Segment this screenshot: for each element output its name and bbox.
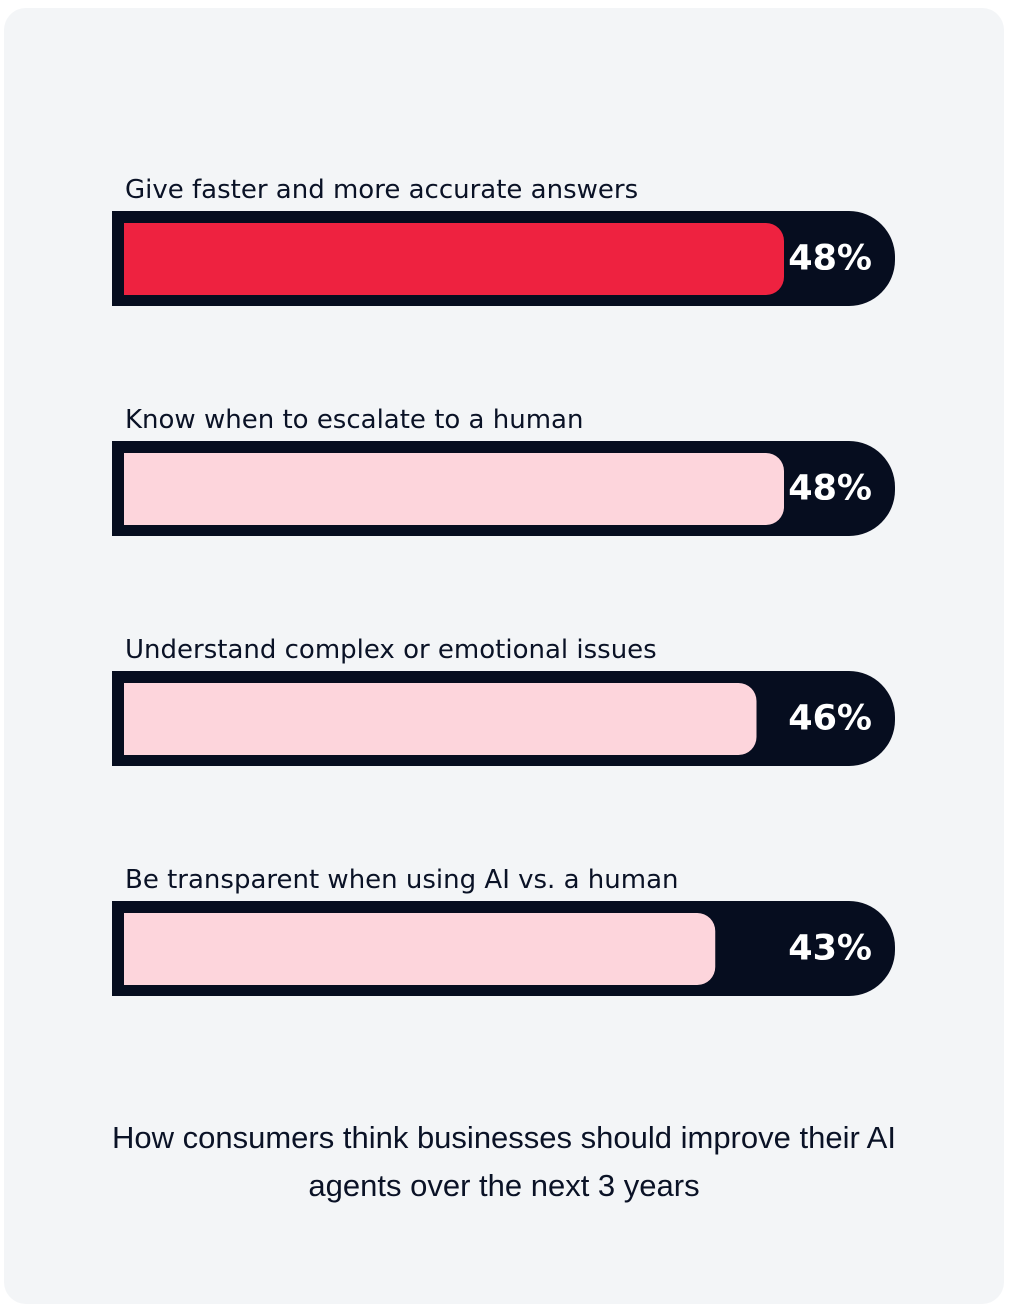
bar bbox=[124, 683, 757, 755]
bar bbox=[124, 223, 784, 295]
bar bbox=[124, 453, 784, 525]
bar bbox=[124, 913, 716, 985]
category-label: Understand complex or emotional issues bbox=[125, 635, 657, 665]
category-label: Know when to escalate to a human bbox=[125, 405, 583, 435]
value-label: 46% bbox=[788, 699, 872, 739]
category-label: Give faster and more accurate answers bbox=[125, 175, 638, 205]
category-label: Be transparent when using AI vs. a human bbox=[125, 865, 678, 895]
value-label: 43% bbox=[788, 929, 872, 969]
value-label: 48% bbox=[788, 239, 872, 279]
value-label: 48% bbox=[788, 469, 872, 509]
chart-title: How consumers think businesses should im… bbox=[112, 1120, 896, 1203]
